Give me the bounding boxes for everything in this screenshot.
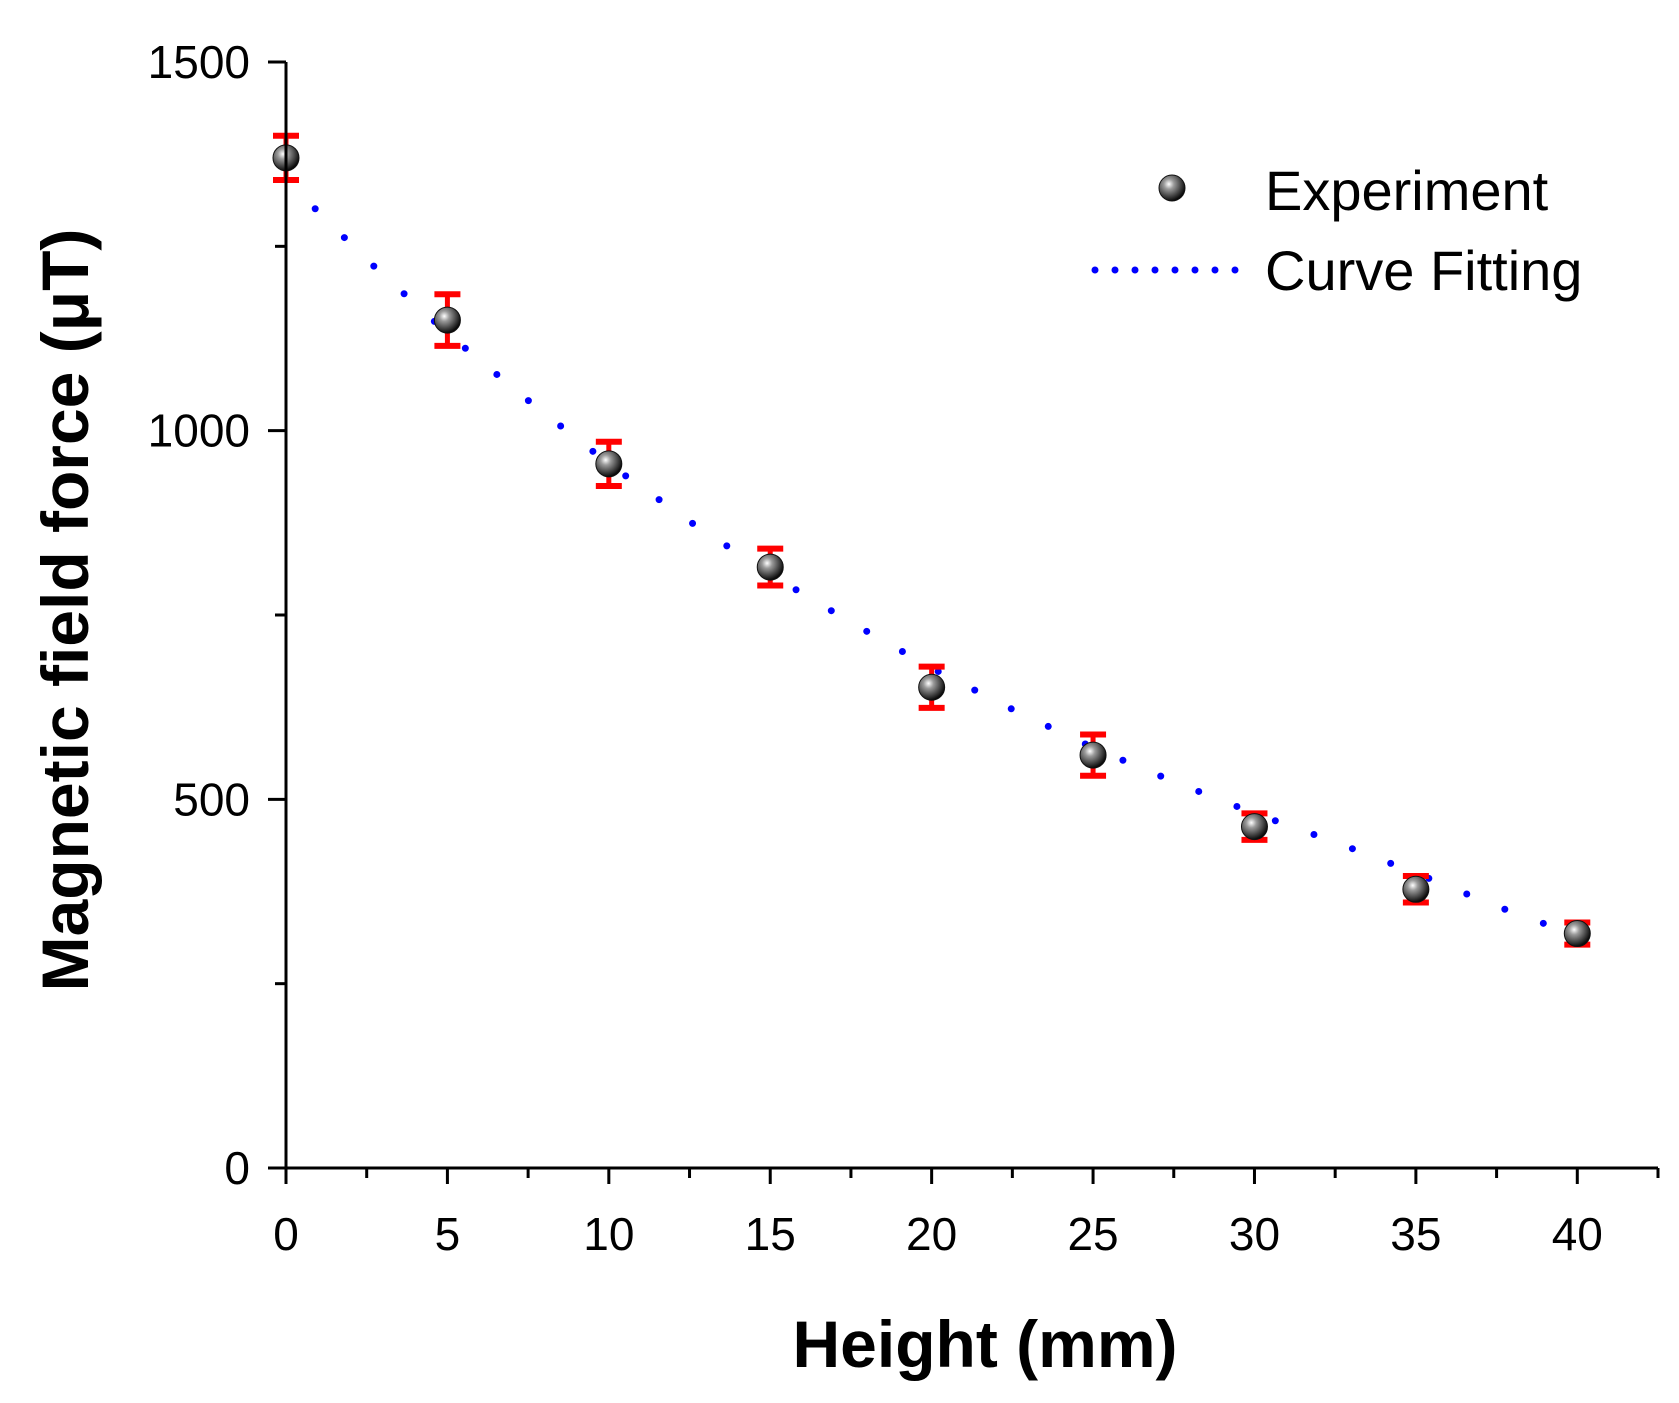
x-tick-label: 35 (1390, 1208, 1441, 1260)
experiment-point-4 (918, 663, 946, 711)
experiment-marker (1563, 920, 1591, 948)
experiment-marker (433, 306, 461, 334)
experiment-point-7 (1402, 873, 1430, 906)
x-axis-title: Height (mm) (793, 1307, 1178, 1381)
axes: 0 5 10 15 20 25 30 35 40 0 500 1000 1500 (148, 36, 1660, 1260)
x-tick-label: 0 (273, 1208, 299, 1260)
experiment-point-2 (595, 438, 623, 489)
y-axis-title: Magnetic field force (μT) (28, 229, 102, 992)
experiment-point-3 (756, 545, 784, 589)
experiment-marker (1402, 875, 1430, 903)
y-tick-label: 1000 (148, 405, 250, 457)
experiment-marker (756, 553, 784, 581)
plot-area (272, 132, 1591, 948)
legend-experiment-marker (1158, 174, 1186, 202)
x-tick-label: 5 (435, 1208, 461, 1260)
legend-curve-fitting-label: Curve Fitting (1265, 239, 1582, 302)
x-tick-label: 25 (1067, 1208, 1118, 1260)
x-tick-label: 15 (745, 1208, 796, 1260)
y-tick-label: 500 (173, 773, 250, 825)
x-tick-label: 30 (1229, 1208, 1280, 1260)
x-tick-label: 40 (1552, 1208, 1603, 1260)
legend-experiment-label: Experiment (1265, 159, 1549, 222)
x-tick-label: 10 (583, 1208, 634, 1260)
experiment-marker (595, 450, 623, 478)
experiment-point-1 (433, 291, 461, 349)
experiment-point-5 (1079, 731, 1107, 779)
experiment-point-6 (1240, 810, 1268, 843)
legend: Experiment Curve Fitting (1091, 159, 1582, 302)
experiment-marker (918, 673, 946, 701)
y-tick-label: 1500 (148, 36, 250, 88)
experiment-marker (1240, 813, 1268, 841)
x-tick-label: 20 (906, 1208, 957, 1260)
y-tick-label: 0 (224, 1142, 250, 1194)
experiment-marker (1079, 741, 1107, 769)
experiment-point-8 (1563, 919, 1591, 948)
